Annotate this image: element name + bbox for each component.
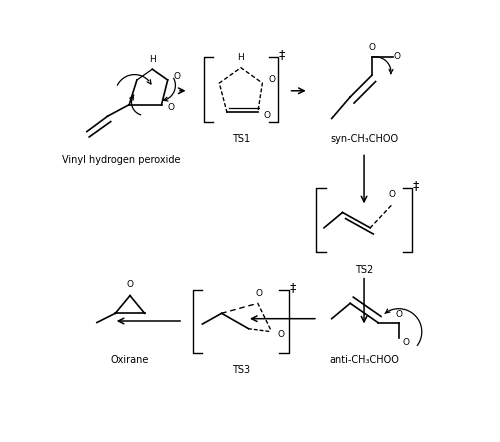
Text: O: O xyxy=(256,289,263,298)
Text: O: O xyxy=(368,43,375,52)
Text: ‡: ‡ xyxy=(278,48,285,61)
Text: O: O xyxy=(394,53,400,61)
Text: O: O xyxy=(126,280,134,290)
Text: ‡: ‡ xyxy=(290,282,296,294)
Text: H: H xyxy=(149,55,156,64)
Text: syn-CH₃CHOO: syn-CH₃CHOO xyxy=(330,134,398,144)
Text: O: O xyxy=(402,338,409,347)
Text: Oxirane: Oxirane xyxy=(110,355,148,365)
Text: O: O xyxy=(168,103,174,112)
Text: O: O xyxy=(264,111,271,120)
Text: O: O xyxy=(396,310,403,319)
Text: H: H xyxy=(238,53,244,61)
Text: O: O xyxy=(174,72,181,81)
Text: TS3: TS3 xyxy=(232,365,250,375)
Text: TS1: TS1 xyxy=(232,134,250,144)
Text: O: O xyxy=(388,190,396,198)
Text: O: O xyxy=(278,330,285,339)
Text: TS2: TS2 xyxy=(355,265,373,275)
Text: O: O xyxy=(268,76,276,84)
Text: Vinyl hydrogen peroxide: Vinyl hydrogen peroxide xyxy=(62,155,181,165)
Text: ‡: ‡ xyxy=(412,179,419,192)
Text: anti-CH₃CHOO: anti-CH₃CHOO xyxy=(329,355,399,365)
